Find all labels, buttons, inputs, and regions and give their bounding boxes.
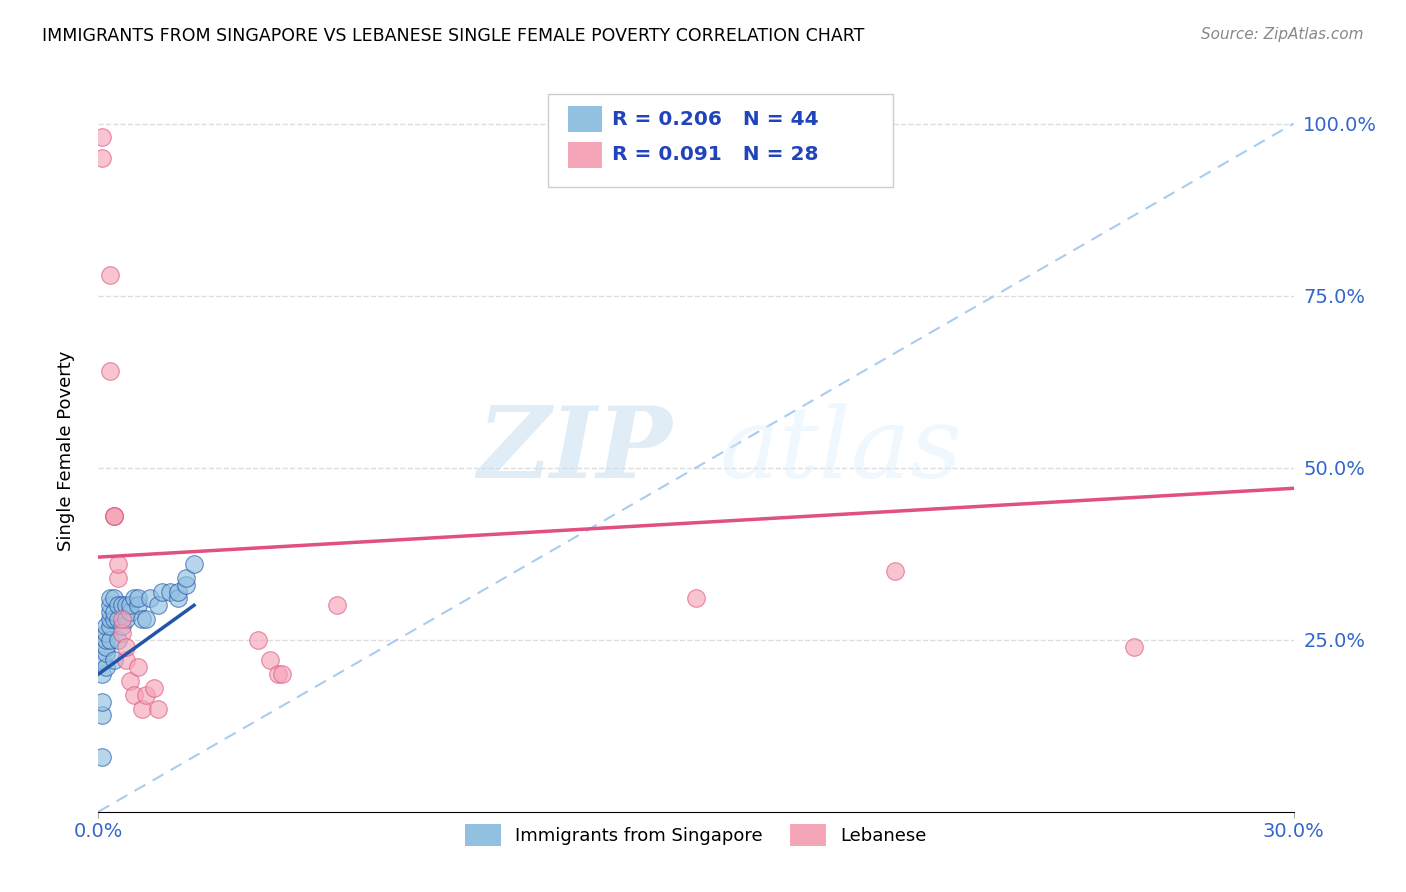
Point xyxy=(96,619,118,633)
Point xyxy=(120,605,142,619)
Point xyxy=(148,599,170,613)
Point xyxy=(98,612,122,626)
Point xyxy=(91,749,114,764)
Point xyxy=(167,591,190,606)
Point xyxy=(103,653,125,667)
Point xyxy=(159,584,181,599)
Point xyxy=(115,612,138,626)
Point xyxy=(96,640,118,654)
Text: IMMIGRANTS FROM SINGAPORE VS LEBANESE SINGLE FEMALE POVERTY CORRELATION CHART: IMMIGRANTS FROM SINGAPORE VS LEBANESE SI… xyxy=(42,27,865,45)
Point xyxy=(884,564,907,578)
Point xyxy=(96,660,118,674)
Point xyxy=(124,688,146,702)
Point xyxy=(107,632,129,647)
Point xyxy=(143,681,166,695)
Text: atlas: atlas xyxy=(720,403,963,498)
Point xyxy=(98,599,122,613)
Point xyxy=(103,508,125,523)
Point xyxy=(1123,640,1146,654)
Point xyxy=(127,660,149,674)
Point xyxy=(98,268,122,282)
Point xyxy=(131,612,153,626)
Point xyxy=(120,599,142,613)
Point xyxy=(91,695,114,709)
Point xyxy=(167,584,190,599)
Legend: Immigrants from Singapore, Lebanese: Immigrants from Singapore, Lebanese xyxy=(457,817,935,854)
Point xyxy=(259,653,281,667)
Point xyxy=(685,591,707,606)
Point xyxy=(148,701,170,715)
Point xyxy=(98,591,122,606)
Point xyxy=(107,571,129,585)
Point xyxy=(107,557,129,571)
Point xyxy=(91,708,114,723)
Point xyxy=(103,605,125,619)
Point xyxy=(124,591,146,606)
Point xyxy=(127,599,149,613)
Point xyxy=(98,619,122,633)
Point xyxy=(98,364,122,378)
Point xyxy=(127,591,149,606)
Point xyxy=(91,667,114,681)
Point xyxy=(96,625,118,640)
Point xyxy=(111,612,134,626)
Point xyxy=(135,688,157,702)
Point xyxy=(135,612,157,626)
Point xyxy=(103,508,125,523)
Point xyxy=(183,557,205,571)
Point xyxy=(139,591,162,606)
Point xyxy=(270,667,292,681)
Text: R = 0.206   N = 44: R = 0.206 N = 44 xyxy=(612,110,818,128)
Point xyxy=(103,591,125,606)
Point xyxy=(107,599,129,613)
Text: R = 0.091   N = 28: R = 0.091 N = 28 xyxy=(612,145,818,164)
Point xyxy=(326,599,349,613)
Point xyxy=(91,653,114,667)
Point xyxy=(174,571,197,585)
Point xyxy=(98,632,122,647)
Point xyxy=(111,619,134,633)
Point xyxy=(96,647,118,661)
Point xyxy=(111,599,134,613)
Point xyxy=(115,599,138,613)
Point xyxy=(267,667,290,681)
Point xyxy=(96,632,118,647)
Point xyxy=(103,612,125,626)
Text: Source: ZipAtlas.com: Source: ZipAtlas.com xyxy=(1201,27,1364,42)
Point xyxy=(174,577,197,591)
Point xyxy=(150,584,173,599)
Point xyxy=(131,701,153,715)
Point xyxy=(91,130,114,145)
Point xyxy=(115,653,138,667)
Point xyxy=(107,612,129,626)
Point xyxy=(103,508,125,523)
Point xyxy=(115,640,138,654)
Text: ZIP: ZIP xyxy=(477,402,672,499)
Point xyxy=(91,151,114,165)
Point xyxy=(111,625,134,640)
Y-axis label: Single Female Poverty: Single Female Poverty xyxy=(56,351,75,550)
Point xyxy=(98,605,122,619)
Point xyxy=(120,673,142,688)
Point xyxy=(246,632,269,647)
